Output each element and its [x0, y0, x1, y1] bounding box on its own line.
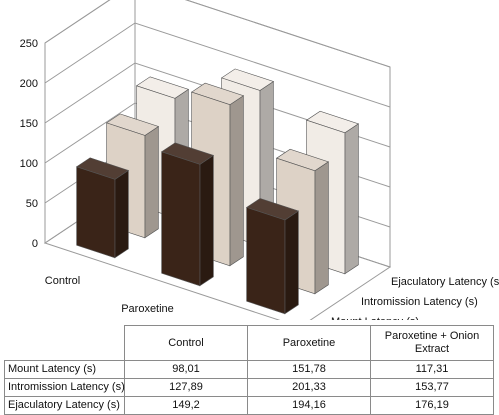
table-header-row: Control Paroxetine Paroxetine + Onion Ex… [4, 325, 494, 361]
table-cell: 127,89 [124, 378, 248, 397]
y-tick-label: 100 [20, 158, 38, 170]
bar-front [161, 151, 201, 287]
table-row: Intromission Latency (s) 127,89 201,33 1… [4, 378, 494, 397]
table-cell: 201,33 [247, 378, 371, 397]
table-cell: 151,78 [247, 360, 371, 379]
data-table: Control Paroxetine Paroxetine + Onion Ex… [4, 325, 494, 415]
table-row-label: Ejaculatory Latency (s) [4, 396, 125, 415]
table-col-header: Control [124, 325, 248, 361]
table-cell: 194,16 [247, 396, 371, 415]
bar [75, 157, 130, 259]
bar-side [344, 123, 359, 275]
bar-side [229, 95, 244, 267]
gridline [44, 62, 391, 148]
bar-side [314, 161, 329, 295]
bar-side [114, 169, 129, 259]
table-cell: 153,77 [370, 378, 494, 397]
table-row: Ejaculatory Latency (s) 149,2 194,16 176… [4, 396, 494, 415]
y-axis: 0 50 100 150 200 250 [20, 38, 38, 250]
series-label: Mount Latency (s) [331, 316, 419, 320]
table-row-label: Mount Latency (s) [4, 360, 125, 379]
y-tick-label: 150 [20, 118, 38, 130]
category-label-line: Control [45, 275, 80, 287]
bar-side [284, 210, 299, 315]
table-corner [4, 325, 125, 361]
table-col-header: Paroxetine [247, 325, 371, 361]
table-cell: 117,31 [370, 360, 494, 379]
category-label-line: Paroxetine [121, 303, 174, 315]
category-label: Paroxetine [121, 303, 174, 315]
bar-side [144, 125, 159, 239]
gridline [44, 22, 391, 108]
table-col-header: Paroxetine + Onion Extract [370, 325, 494, 361]
y-tick-label: 250 [20, 38, 38, 50]
y-tick-label: 50 [26, 198, 38, 210]
y-tick-label: 0 [32, 238, 38, 250]
y-tick-label: 200 [20, 78, 38, 90]
bar [160, 142, 215, 287]
series-label: Intromission Latency (s) [361, 296, 478, 308]
bars [75, 68, 360, 315]
bar-front [76, 166, 116, 259]
series-label: Ejaculatory Latency (s) [391, 276, 499, 288]
series-labels: Mount Latency (s) Intromission Latency (s… [331, 276, 499, 320]
bar-front [246, 206, 286, 315]
table-row-label: Intromission Latency (s) [4, 378, 125, 397]
bar [245, 198, 300, 315]
category-label: Control [45, 275, 80, 287]
table-cell: 176,19 [370, 396, 494, 415]
bar-side [199, 154, 214, 287]
table-cell: 149,2 [124, 396, 248, 415]
gridline [44, 0, 391, 68]
table-row: Mount Latency (s) 98,01 151,78 117,31 [4, 360, 494, 379]
table-cell: 98,01 [124, 360, 248, 379]
